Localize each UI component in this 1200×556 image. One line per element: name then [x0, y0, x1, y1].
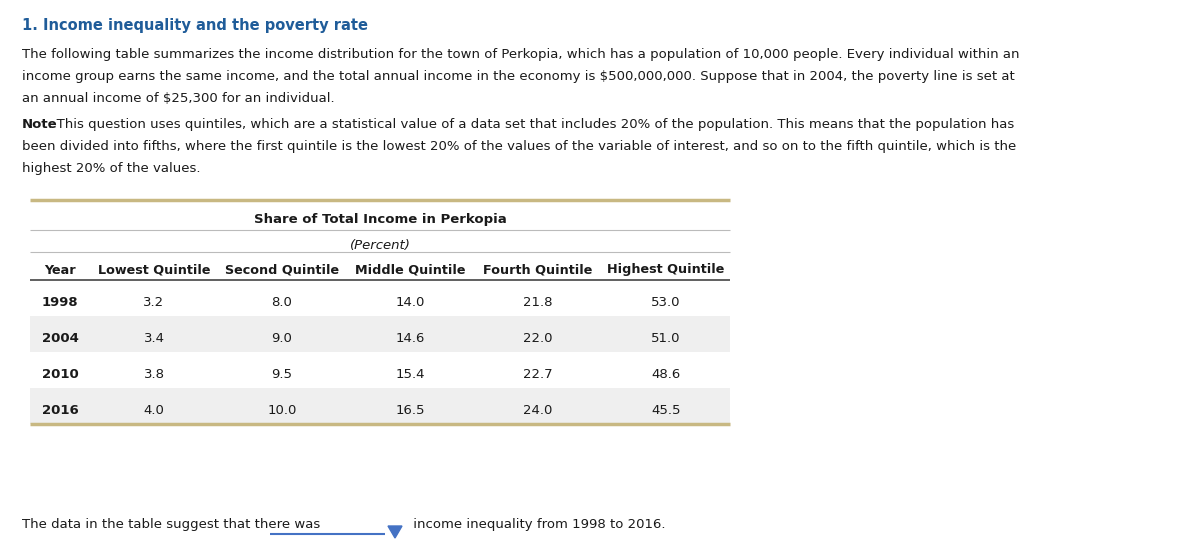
- Text: Note: Note: [22, 118, 58, 131]
- Text: 51.0: 51.0: [652, 331, 680, 345]
- Text: 24.0: 24.0: [523, 404, 553, 416]
- Text: 2010: 2010: [42, 368, 78, 380]
- Bar: [30, 280, 730, 316]
- Text: 22.0: 22.0: [523, 331, 553, 345]
- Text: highest 20% of the values.: highest 20% of the values.: [22, 162, 200, 175]
- Text: 14.6: 14.6: [395, 331, 425, 345]
- Text: 1998: 1998: [42, 295, 78, 309]
- Bar: [30, 352, 730, 388]
- Text: Lowest Quintile: Lowest Quintile: [97, 264, 210, 276]
- Text: 1. Income inequality and the poverty rate: 1. Income inequality and the poverty rat…: [22, 18, 368, 33]
- Text: 21.8: 21.8: [523, 295, 553, 309]
- Bar: [30, 388, 730, 424]
- Text: Second Quintile: Second Quintile: [224, 264, 340, 276]
- Text: 16.5: 16.5: [395, 404, 425, 416]
- Text: 3.8: 3.8: [144, 368, 164, 380]
- Polygon shape: [388, 526, 402, 538]
- Text: 53.0: 53.0: [652, 295, 680, 309]
- Text: (Percent): (Percent): [349, 239, 410, 251]
- Text: The following table summarizes the income distribution for the town of Perkopia,: The following table summarizes the incom…: [22, 48, 1020, 61]
- Bar: [30, 316, 730, 352]
- Text: 3.4: 3.4: [144, 331, 164, 345]
- Text: 3.2: 3.2: [144, 295, 164, 309]
- Text: 22.7: 22.7: [523, 368, 553, 380]
- Text: 2016: 2016: [42, 404, 78, 416]
- Text: an annual income of $25,300 for an individual.: an annual income of $25,300 for an indiv…: [22, 92, 335, 105]
- Text: The data in the table suggest that there was: The data in the table suggest that there…: [22, 518, 324, 531]
- Text: been divided into fifths, where the first quintile is the lowest 20% of the valu: been divided into fifths, where the firs…: [22, 140, 1016, 153]
- Text: Share of Total Income in Perkopia: Share of Total Income in Perkopia: [253, 212, 506, 226]
- Text: Year: Year: [44, 264, 76, 276]
- Text: 8.0: 8.0: [271, 295, 293, 309]
- Text: : This question uses quintiles, which are a statistical value of a data set that: : This question uses quintiles, which ar…: [48, 118, 1014, 131]
- Text: 9.0: 9.0: [271, 331, 293, 345]
- Text: 48.6: 48.6: [652, 368, 680, 380]
- Text: income group earns the same income, and the total annual income in the economy i: income group earns the same income, and …: [22, 70, 1015, 83]
- Text: 10.0: 10.0: [268, 404, 296, 416]
- Text: Highest Quintile: Highest Quintile: [607, 264, 725, 276]
- Text: 9.5: 9.5: [271, 368, 293, 380]
- Text: Middle Quintile: Middle Quintile: [355, 264, 466, 276]
- Text: 2004: 2004: [42, 331, 78, 345]
- Text: income inequality from 1998 to 2016.: income inequality from 1998 to 2016.: [409, 518, 666, 531]
- Text: Fourth Quintile: Fourth Quintile: [484, 264, 593, 276]
- Text: 14.0: 14.0: [395, 295, 425, 309]
- Text: 45.5: 45.5: [652, 404, 680, 416]
- Text: 4.0: 4.0: [144, 404, 164, 416]
- Text: 15.4: 15.4: [395, 368, 425, 380]
